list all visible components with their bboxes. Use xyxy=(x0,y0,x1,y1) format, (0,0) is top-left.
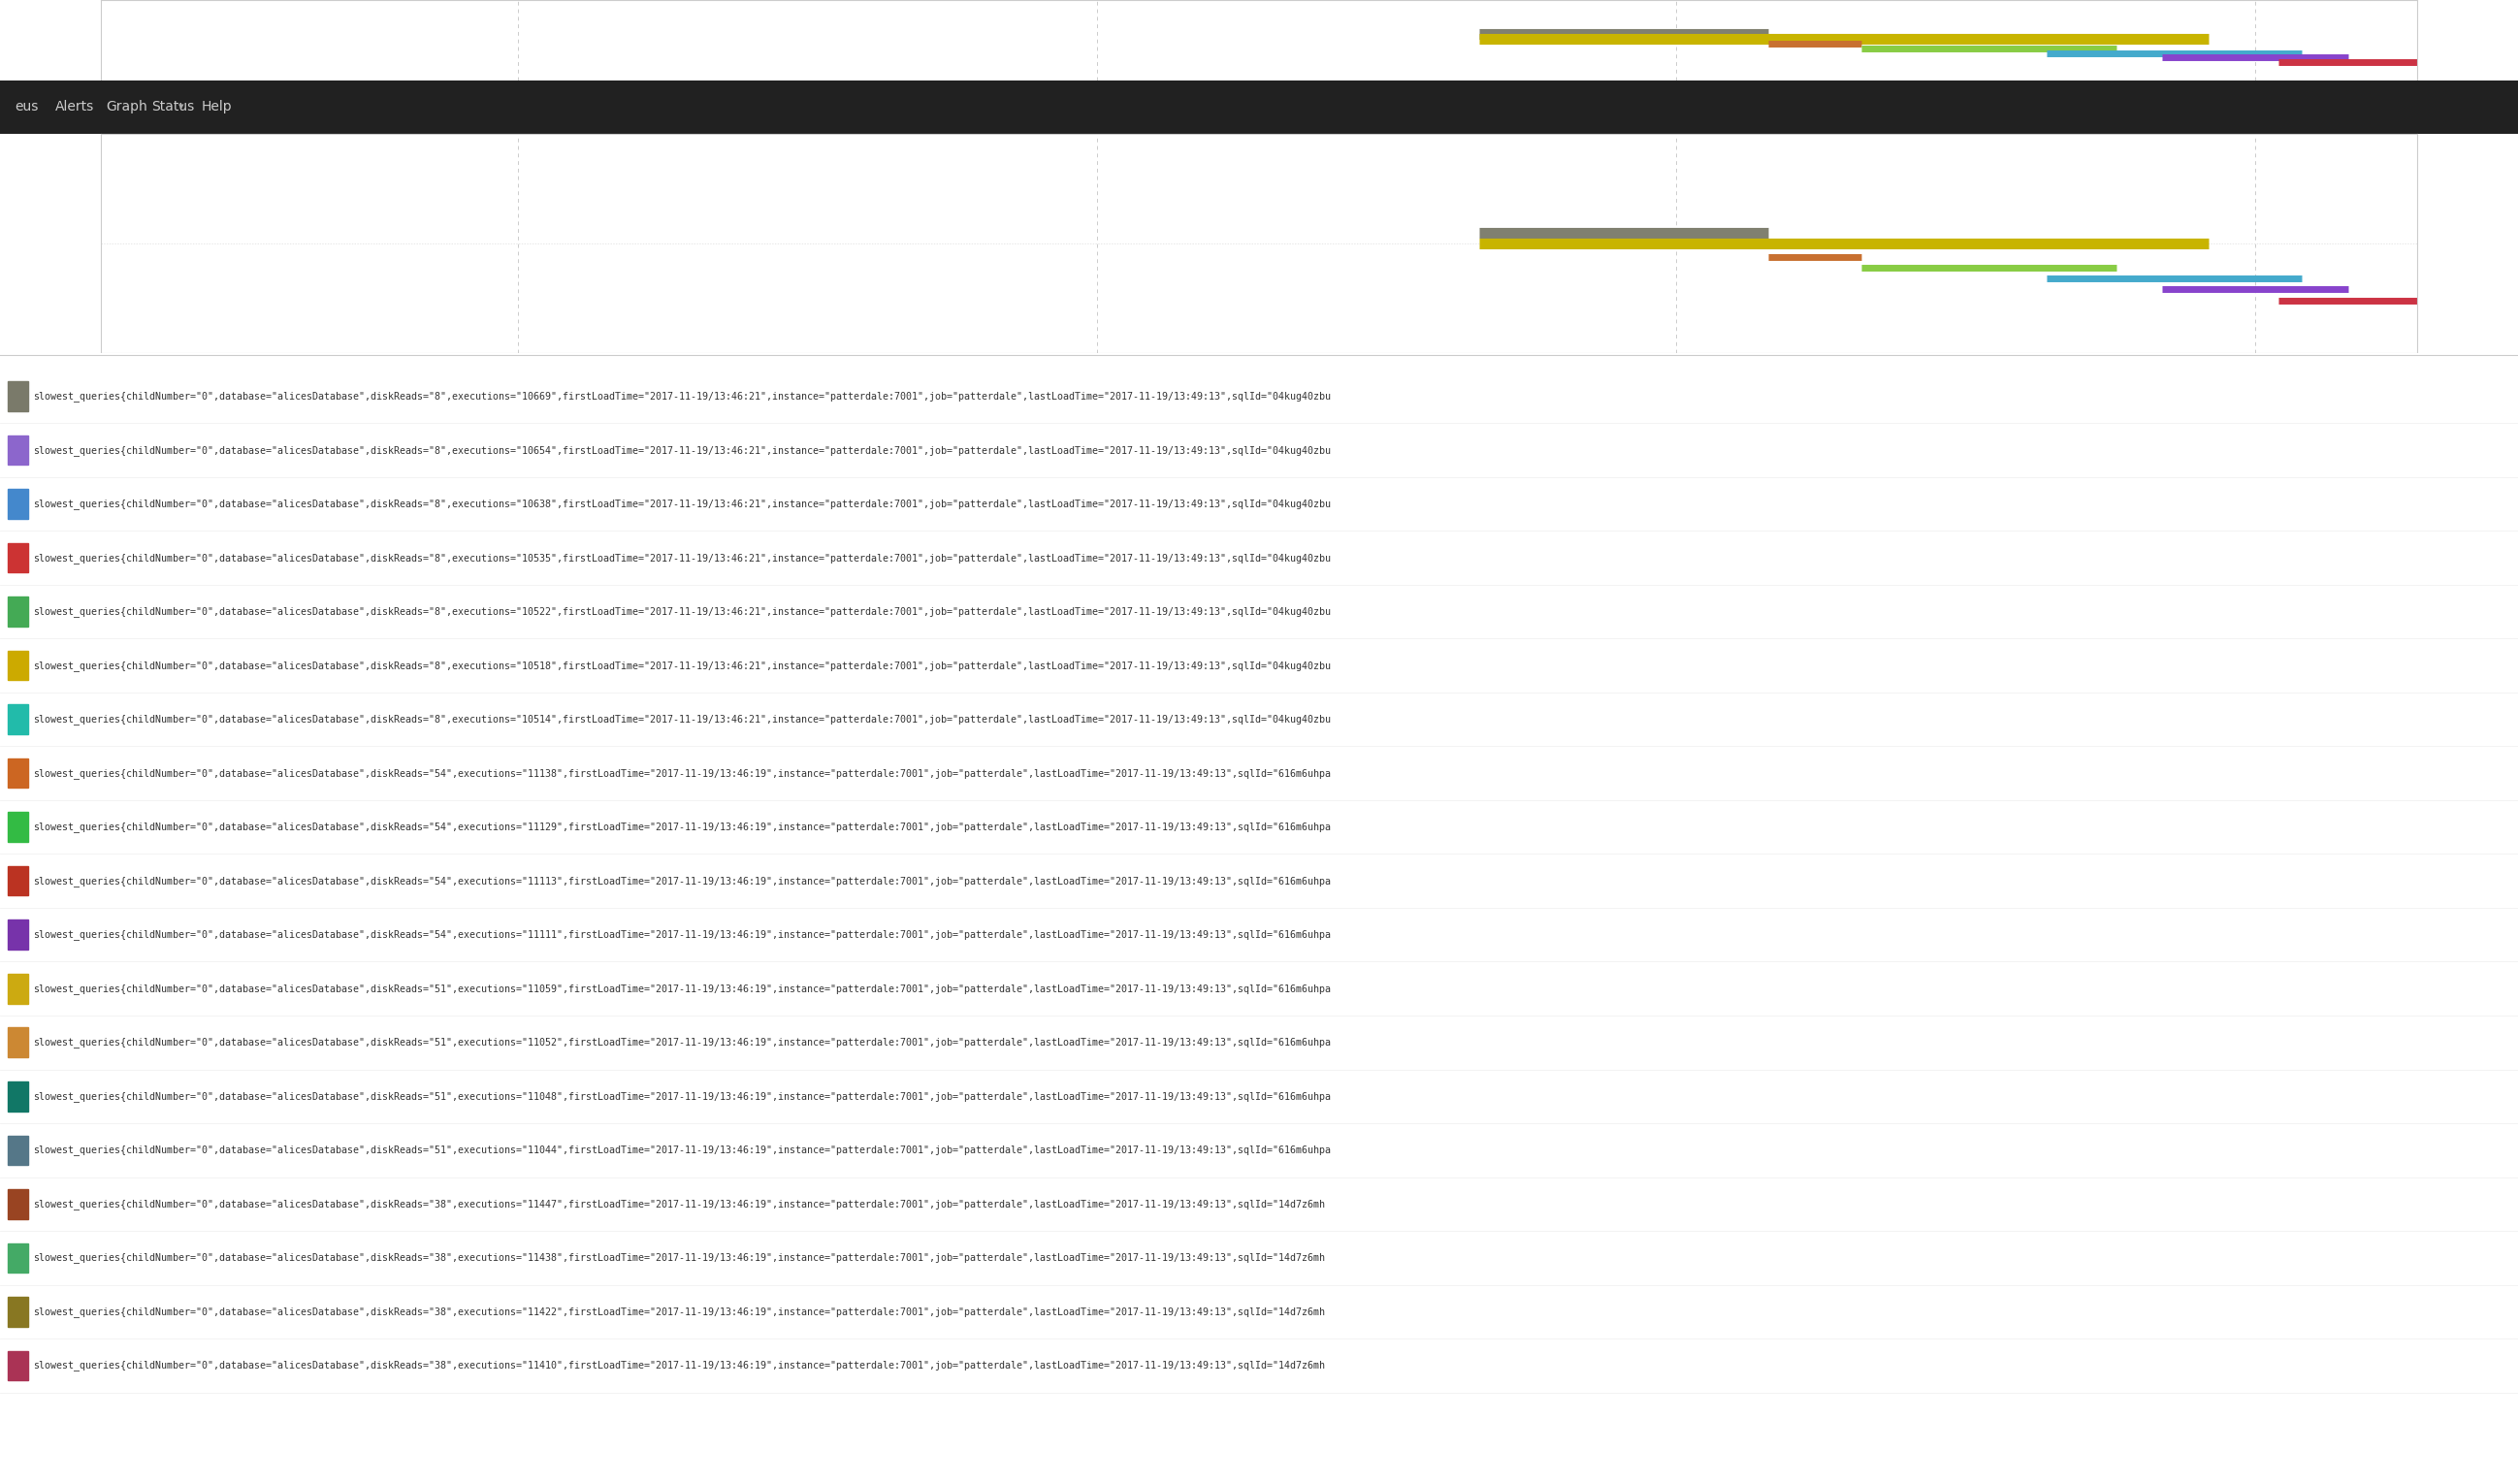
Bar xyxy=(8,1189,28,1218)
Bar xyxy=(8,381,28,411)
Bar xyxy=(8,920,28,950)
Bar xyxy=(8,650,28,680)
Bar xyxy=(8,543,28,573)
Text: slowest_queries{childNumber="0",database="alicesDatabase",diskReads="8",executio: slowest_queries{childNumber="0",database… xyxy=(33,445,1330,456)
Text: slowest_queries{childNumber="0",database="alicesDatabase",diskReads="8",executio: slowest_queries{childNumber="0",database… xyxy=(33,552,1330,562)
Bar xyxy=(8,435,28,464)
Text: slowest_queries{childNumber="0",database="alicesDatabase",diskReads="54",executi: slowest_queries{childNumber="0",database… xyxy=(33,929,1330,939)
Bar xyxy=(8,812,28,841)
Bar xyxy=(8,1082,28,1112)
Text: slowest_queries{childNumber="0",database="alicesDatabase",diskReads="51",executi: slowest_queries{childNumber="0",database… xyxy=(33,1091,1330,1101)
Text: Graph: Graph xyxy=(106,99,146,114)
Text: ▾: ▾ xyxy=(179,102,184,111)
Text: slowest_queries{childNumber="0",database="alicesDatabase",diskReads="8",executio: slowest_queries{childNumber="0",database… xyxy=(33,660,1330,671)
Text: slowest_queries{childNumber="0",database="alicesDatabase",diskReads="8",executio: slowest_queries{childNumber="0",database… xyxy=(33,499,1330,509)
Bar xyxy=(8,597,28,626)
Text: slowest_queries{childNumber="0",database="alicesDatabase",diskReads="38",executi: slowest_queries{childNumber="0",database… xyxy=(33,1361,1324,1371)
Bar xyxy=(8,867,28,896)
Text: slowest_queries{childNumber="0",database="alicesDatabase",diskReads="38",executi: slowest_queries{childNumber="0",database… xyxy=(33,1199,1324,1209)
Text: slowest_queries{childNumber="0",database="alicesDatabase",diskReads="51",executi: slowest_queries{childNumber="0",database… xyxy=(33,1144,1330,1156)
Bar xyxy=(8,490,28,519)
Text: Alerts: Alerts xyxy=(55,99,96,114)
Text: slowest_queries{childNumber="0",database="alicesDatabase",diskReads="51",executi: slowest_queries{childNumber="0",database… xyxy=(33,1037,1330,1048)
Bar xyxy=(8,974,28,1003)
Bar xyxy=(8,1027,28,1057)
Text: slowest_queries{childNumber="0",database="alicesDatabase",diskReads="54",executi: slowest_queries{childNumber="0",database… xyxy=(33,876,1330,886)
Text: slowest_queries{childNumber="0",database="alicesDatabase",diskReads="38",executi: slowest_queries{childNumber="0",database… xyxy=(33,1306,1324,1316)
Bar xyxy=(8,1244,28,1273)
Text: slowest_queries{childNumber="0",database="alicesDatabase",diskReads="8",executio: slowest_queries{childNumber="0",database… xyxy=(33,607,1330,617)
Bar xyxy=(8,1350,28,1380)
Text: slowest_queries{childNumber="0",database="alicesDatabase",diskReads="51",executi: slowest_queries{childNumber="0",database… xyxy=(33,984,1330,994)
Text: eus: eus xyxy=(15,99,38,114)
Bar xyxy=(8,705,28,735)
Bar xyxy=(8,758,28,788)
Text: Help: Help xyxy=(201,99,232,114)
Bar xyxy=(8,1297,28,1327)
Text: slowest_queries{childNumber="0",database="alicesDatabase",diskReads="8",executio: slowest_queries{childNumber="0",database… xyxy=(33,390,1330,402)
Text: slowest_queries{childNumber="0",database="alicesDatabase",diskReads="54",executi: slowest_queries{childNumber="0",database… xyxy=(33,767,1330,779)
Text: slowest_queries{childNumber="0",database="alicesDatabase",diskReads="54",executi: slowest_queries{childNumber="0",database… xyxy=(33,822,1330,833)
Text: slowest_queries{childNumber="0",database="alicesDatabase",diskReads="38",executi: slowest_queries{childNumber="0",database… xyxy=(33,1252,1324,1263)
Bar xyxy=(8,1135,28,1165)
Text: Status: Status xyxy=(151,99,194,114)
Text: slowest_queries{childNumber="0",database="alicesDatabase",diskReads="8",executio: slowest_queries{childNumber="0",database… xyxy=(33,714,1330,724)
